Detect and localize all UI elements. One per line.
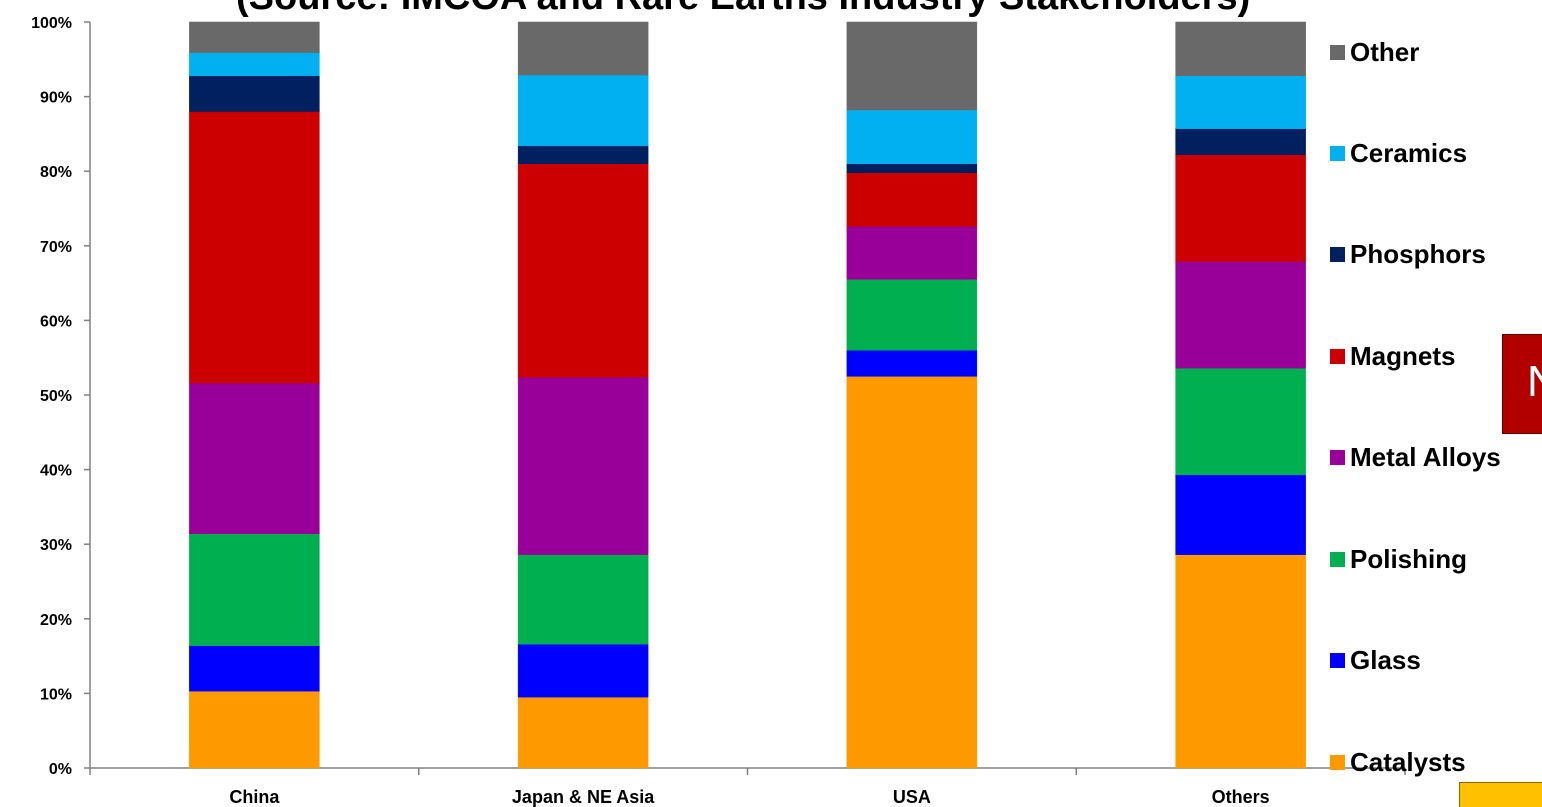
y-tick-label: 20% bbox=[40, 612, 72, 629]
y-tick-label: 50% bbox=[40, 388, 72, 405]
x-category-label: USA bbox=[893, 787, 931, 807]
chart-legend: Other Ceramics Phosphors Magnets Metal Alloy… bbox=[1330, 0, 1542, 807]
bar-segment-metal-alloys bbox=[846, 226, 978, 280]
y-tick-label: 70% bbox=[40, 239, 72, 256]
legend-item: Ceramics bbox=[1330, 137, 1467, 169]
legend-swatch bbox=[1330, 754, 1345, 770]
bar-segment-polishing bbox=[1175, 367, 1306, 476]
legend-label: Metal Alloys bbox=[1350, 441, 1501, 472]
y-tick-label: 60% bbox=[40, 313, 72, 330]
legend-item: Polishing bbox=[1330, 543, 1467, 575]
bar-segment-catalysts bbox=[1175, 554, 1306, 769]
bar-segment-metal-alloys bbox=[189, 382, 320, 535]
legend-item: Catalysts bbox=[1330, 746, 1466, 778]
y-tick-label: 40% bbox=[40, 463, 72, 480]
legend-label: Other bbox=[1350, 36, 1420, 67]
legend-swatch bbox=[1330, 246, 1345, 262]
bar-segment-other bbox=[517, 21, 649, 76]
bar-segment-magnets bbox=[1175, 154, 1306, 262]
bar-segment-phosphors bbox=[189, 75, 320, 112]
y-tick-label: 90% bbox=[40, 90, 72, 107]
bar-segment-catalysts bbox=[517, 696, 649, 769]
bar-segment-polishing bbox=[846, 279, 978, 351]
bar-segment-glass bbox=[846, 349, 978, 377]
bar-segment-ceramics bbox=[517, 74, 649, 147]
bar-segment-magnets bbox=[189, 111, 320, 384]
bar-segment-catalysts bbox=[846, 376, 978, 769]
bar-segment-other bbox=[846, 21, 978, 111]
bar-segment-phosphors bbox=[517, 145, 649, 164]
bar-segment-magnets bbox=[517, 163, 649, 378]
yellow-callout-box bbox=[1459, 782, 1542, 807]
bar-segment-glass bbox=[1175, 474, 1306, 555]
bar-segment-catalysts bbox=[189, 690, 320, 769]
legend-label: Polishing bbox=[1350, 543, 1467, 574]
y-tick-label: 30% bbox=[40, 537, 72, 554]
chart-title: (Source: IMCOA and Rare Earths Industry … bbox=[236, 0, 1250, 19]
legend-item: Phosphors bbox=[1330, 238, 1486, 270]
red-callout-box: N bbox=[1502, 334, 1542, 434]
x-category-label: Japan & NE Asia bbox=[512, 787, 655, 807]
bar-segment-other bbox=[189, 21, 320, 53]
bar-segment-metal-alloys bbox=[1175, 261, 1306, 369]
x-category-label: Others bbox=[1212, 787, 1270, 807]
legend-label: Ceramics bbox=[1350, 137, 1468, 168]
y-tick-label: 80% bbox=[40, 164, 72, 181]
legend-item: Magnets bbox=[1330, 340, 1455, 372]
callout-text: N bbox=[1527, 357, 1542, 407]
y-tick-label: 10% bbox=[40, 686, 72, 703]
legend-item: Other bbox=[1330, 36, 1419, 68]
bar-segment-glass bbox=[189, 645, 320, 692]
y-tick-label: 0% bbox=[49, 761, 72, 778]
legend-item: Metal Alloys bbox=[1330, 441, 1501, 473]
bar-segment-other bbox=[1175, 21, 1306, 76]
bar-segment-magnets bbox=[846, 172, 978, 227]
legend-swatch bbox=[1330, 551, 1345, 567]
bar-segment-phosphors bbox=[1175, 128, 1306, 156]
bar-segment-metal-alloys bbox=[517, 376, 649, 555]
y-tick-label: 100% bbox=[31, 15, 72, 32]
legend-label: Catalysts bbox=[1350, 746, 1466, 777]
bar-segment-polishing bbox=[517, 554, 649, 645]
bar-segment-phosphors bbox=[846, 163, 978, 173]
bar-segment-ceramics bbox=[189, 52, 320, 76]
legend-label: Glass bbox=[1350, 644, 1421, 675]
legend-swatch bbox=[1330, 145, 1345, 161]
legend-label: Phosphors bbox=[1350, 238, 1486, 269]
bar-segment-ceramics bbox=[846, 109, 978, 164]
x-category-label: China bbox=[229, 787, 280, 807]
legend-swatch bbox=[1330, 348, 1345, 364]
legend-swatch bbox=[1330, 652, 1345, 668]
legend-swatch bbox=[1330, 44, 1345, 60]
bar-segment-ceramics bbox=[1175, 75, 1306, 129]
legend-label: Magnets bbox=[1350, 340, 1456, 371]
legend-item: Glass bbox=[1330, 644, 1421, 676]
legend-swatch bbox=[1330, 449, 1345, 465]
bar-segment-glass bbox=[517, 643, 649, 698]
bar-segment-polishing bbox=[189, 533, 320, 646]
